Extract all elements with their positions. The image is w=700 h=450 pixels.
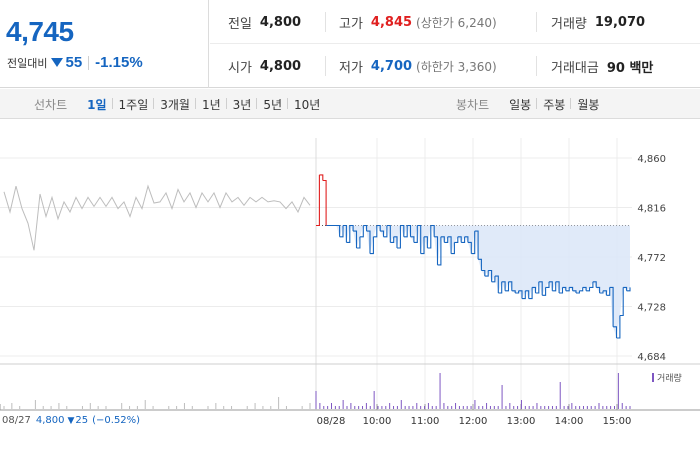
candle-chart-label: 봉차트 [456, 97, 490, 112]
prev-day-price: 4,800 [35, 415, 65, 426]
tab-1w[interactable]: 1주일 [111, 96, 155, 113]
stats-row-1: 전일 4,800 고가 4,845 (상한가 6,240) 거래량 19,070 [210, 0, 700, 44]
candle-chart-tabs: 봉차트 일봉 주봉 월봉 [456, 89, 605, 119]
tab-5y[interactable]: 5년 [256, 96, 288, 113]
prev-day-date: 08/27 [2, 415, 31, 426]
tab-10y[interactable]: 10년 [287, 96, 326, 113]
stat-label: 저가 [339, 60, 363, 76]
divider [325, 12, 326, 32]
stat-value: 4,800 [259, 14, 302, 30]
x-tick-label: 14:00 [555, 416, 584, 427]
series-line-today-up [316, 174, 327, 227]
lower-limit: (하한가 3,360) [416, 59, 497, 74]
x-tick-label: 12:00 [459, 416, 488, 427]
tab-1y[interactable]: 1년 [194, 96, 227, 113]
y-tick-label: 4,684 [637, 352, 666, 363]
current-price: 4,745 [6, 16, 74, 47]
change-label: 전일대비 [7, 56, 48, 70]
change-rate: -1.15% [95, 54, 143, 71]
y-tick-label: 4,728 [637, 303, 666, 314]
change-row: 전일대비 55 -1.15% [7, 54, 143, 71]
down-triangle-icon: ▼ [67, 415, 75, 426]
divider [325, 56, 326, 76]
y-tick-label: 4,772 [637, 253, 666, 264]
tab-3y[interactable]: 3년 [225, 96, 258, 113]
tab-daily[interactable]: 일봉 [509, 97, 532, 112]
x-tick-label: 13:00 [507, 416, 536, 427]
down-triangle-icon [51, 58, 64, 67]
tab-3m[interactable]: 3개월 [153, 96, 196, 113]
stat-prev-close: 전일 4,800 [228, 0, 301, 44]
change-value: 55 [65, 54, 83, 71]
stat-high: 고가 4,845 (상한가 6,240) [339, 0, 497, 44]
line-chart-label: 선차트 [34, 97, 68, 112]
x-tick-label: 10:00 [363, 416, 392, 427]
stat-value: 19,070 [594, 14, 646, 30]
tab-1d[interactable]: 1일 [87, 97, 107, 112]
current-price-box: 4,745 전일대비 55 -1.15% [0, 0, 209, 88]
series-line-today-down [326, 224, 631, 339]
stat-open: 시가 4,800 [228, 44, 301, 88]
stat-low: 저가 4,700 (하한가 3,360) [339, 44, 497, 88]
stat-label: 거래량 [551, 16, 587, 32]
prev-day-change: 25 [75, 415, 89, 426]
upper-limit: (상한가 6,240) [416, 15, 497, 30]
stat-value: 4,845 [370, 14, 413, 30]
price-chart[interactable]: 4,860 4,816 4,772 4,728 4,684 08/28 10:00 11:00… [0, 120, 700, 450]
volume-legend-label: 거래량 [657, 372, 682, 384]
stat-value: 90 백만 [606, 60, 654, 76]
divider [536, 56, 537, 76]
prev-day-rate: (−0.52%) [92, 415, 141, 426]
x-tick-label: 11:00 [411, 416, 440, 427]
series-line-prev-day [3, 184, 311, 251]
stat-value: 4,800 [259, 58, 302, 74]
stat-volume: 거래량 19,070 [551, 0, 645, 44]
y-tick-label: 4,816 [637, 204, 666, 215]
tab-weekly[interactable]: 주봉 [536, 96, 571, 113]
tab-monthly[interactable]: 월봉 [570, 96, 605, 113]
price-chart-svg: 4,860 4,816 4,772 4,728 4,684 08/28 10:00 11:00… [0, 138, 700, 427]
y-tick-label: 4,860 [637, 154, 666, 165]
divider [536, 12, 537, 32]
line-chart-tabs: 선차트 1일 1주일 3개월 1년 3년 5년 10년 [34, 89, 326, 119]
stat-label: 시가 [228, 60, 252, 76]
stats-row-2: 시가 4,800 저가 4,700 (하한가 3,360) 거래대금 90 백만 [210, 44, 700, 88]
series-area-below-prev-close [316, 225, 630, 338]
stat-value: 4,700 [370, 58, 413, 74]
prev-day-summary: 08/27 4,800 ▼ 25 (−0.52%) [2, 415, 140, 426]
stats-panel: 전일 4,800 고가 4,845 (상한가 6,240) 거래량 19,070… [210, 0, 700, 88]
stat-label: 거래대금 [551, 60, 599, 76]
quote-summary: 4,745 전일대비 55 -1.15% 전일 4,800 고가 4,845 (… [0, 0, 700, 88]
x-tick-label: 08/28 [317, 416, 346, 427]
stat-label: 전일 [228, 16, 252, 32]
chart-tabs-bar: 선차트 1일 1주일 3개월 1년 3년 5년 10년 봉차트 일봉 주봉 월봉 [0, 89, 700, 119]
x-tick-label: 15:00 [603, 416, 632, 427]
divider [88, 55, 90, 70]
volume-legend-swatch [652, 373, 654, 382]
stat-amount: 거래대금 90 백만 [551, 44, 653, 88]
stat-label: 고가 [339, 16, 363, 32]
